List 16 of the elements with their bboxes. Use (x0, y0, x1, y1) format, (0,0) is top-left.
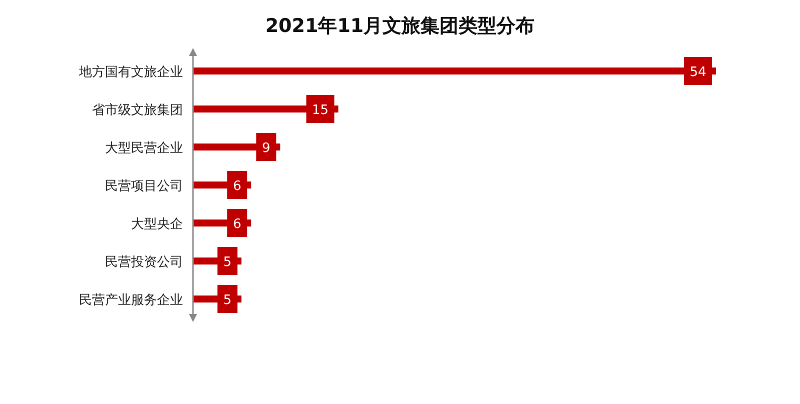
y-tick-label: 民营产业服务企业 (79, 293, 183, 308)
y-tick-label: 民营项目公司 (105, 179, 183, 194)
y-tick-label: 大型央企 (131, 217, 183, 232)
y-tick-label: 地方国有文旅企业 (78, 64, 183, 80)
y-tick-label: 民营投资公司 (105, 255, 183, 270)
data-label: 6 (232, 217, 242, 232)
y-tick-label: 大型民营企业 (105, 141, 183, 156)
data-label: 5 (223, 255, 232, 270)
data-label: 5 (223, 293, 232, 308)
bar (193, 68, 716, 74)
chart-title: 2021年11月文旅集团类型分布 (265, 15, 535, 37)
data-label: 54 (690, 65, 706, 80)
data-label: 9 (262, 141, 270, 156)
data-label: 15 (312, 103, 329, 118)
y-tick-label: 省市级文旅集团 (92, 103, 183, 118)
data-label: 6 (232, 179, 242, 194)
